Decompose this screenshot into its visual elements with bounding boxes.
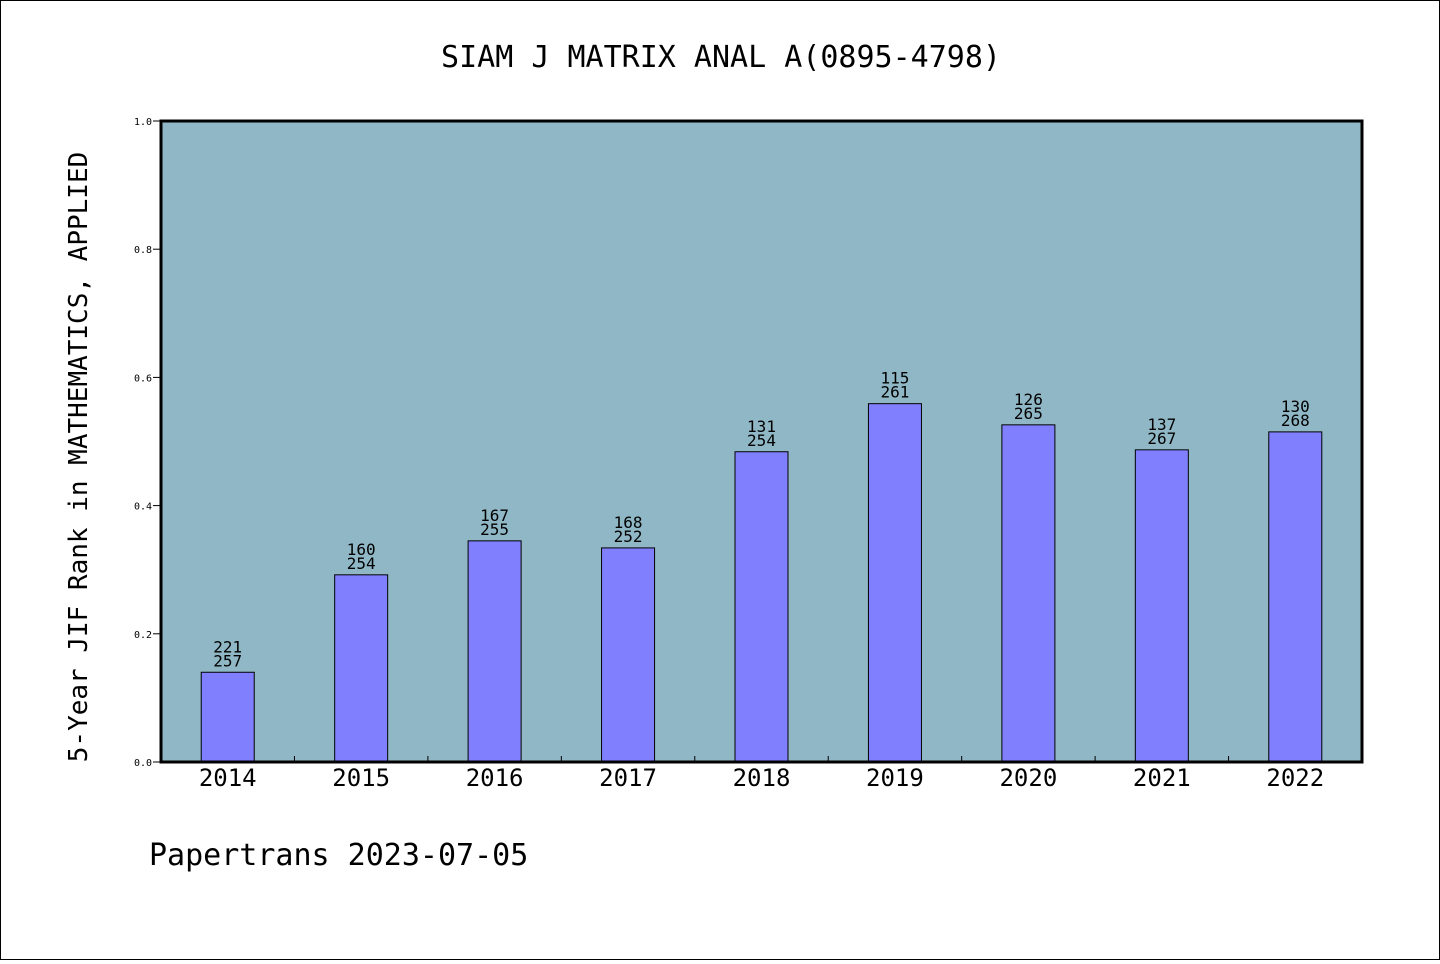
y-tick-label: 0.8 [134,245,152,256]
y-tick-label: 0.2 [134,630,152,641]
x-tick-label-2018: 2018 [733,764,791,792]
y-tick-label: 0.4 [134,502,152,513]
y-axis: 0.0 0.2 0.4 0.6 0.8 1.0 [134,117,161,769]
rank-label-2015: 160 [347,540,376,559]
rank-label-2018: 131 [747,417,776,436]
x-tick-label-2014: 2014 [199,764,257,792]
bar-2021 [1134,449,1189,763]
footer-text: Papertrans 2023-07-05 [149,838,528,873]
x-axis: 2014 2015 2016 2017 2018 2019 2020 2021 2022 [199,756,1324,792]
total-label-2014: 257 [213,651,242,670]
plot-border [159,119,1364,764]
x-tick-label-2016: 2016 [466,764,524,792]
y-tick-label: 1.0 [134,117,152,128]
rank-label-2016: 167 [480,506,509,525]
x-tick-label-2017: 2017 [599,764,657,792]
total-label-2020: 265 [1014,404,1043,423]
total-label-2021: 267 [1147,429,1176,448]
bar-2019 [867,403,922,763]
rank-label-2017: 168 [614,513,643,532]
rank-label-2021: 137 [1147,415,1176,434]
y-tick-label: 0.0 [134,758,152,769]
x-tick-label-2020: 2020 [999,764,1057,792]
x-tick-label-2022: 2022 [1266,764,1324,792]
bar-2018 [734,451,789,763]
rank-label-2014: 221 [213,637,242,656]
bar-2020 [1001,424,1056,763]
bar-2022 [1268,431,1323,763]
y-tick-label: 0.6 [134,373,152,384]
x-tick-label-2019: 2019 [866,764,924,792]
bar-2015 [334,574,389,763]
bar-2017 [601,547,656,763]
total-label-2022: 268 [1281,411,1310,430]
bar-2014 [200,671,255,763]
total-label-2018: 254 [747,431,776,450]
bar-2016 [467,540,522,763]
total-label-2015: 254 [347,554,376,573]
total-label-2019: 261 [880,383,909,402]
x-tick-label-2015: 2015 [332,764,390,792]
total-label-2017: 252 [614,527,643,546]
y-axis-label: 5-Year JIF Rank in MATHEMATICS, APPLIED [64,152,94,762]
rank-label-2019: 115 [880,369,909,388]
rank-label-2022: 130 [1281,397,1310,416]
x-tick-label-2021: 2021 [1133,764,1191,792]
total-label-2016: 255 [480,520,509,539]
rank-label-2020: 126 [1014,390,1043,409]
chart-title: SIAM J MATRIX ANAL A(0895-4798) [441,40,1001,75]
bars-group [200,403,1323,763]
